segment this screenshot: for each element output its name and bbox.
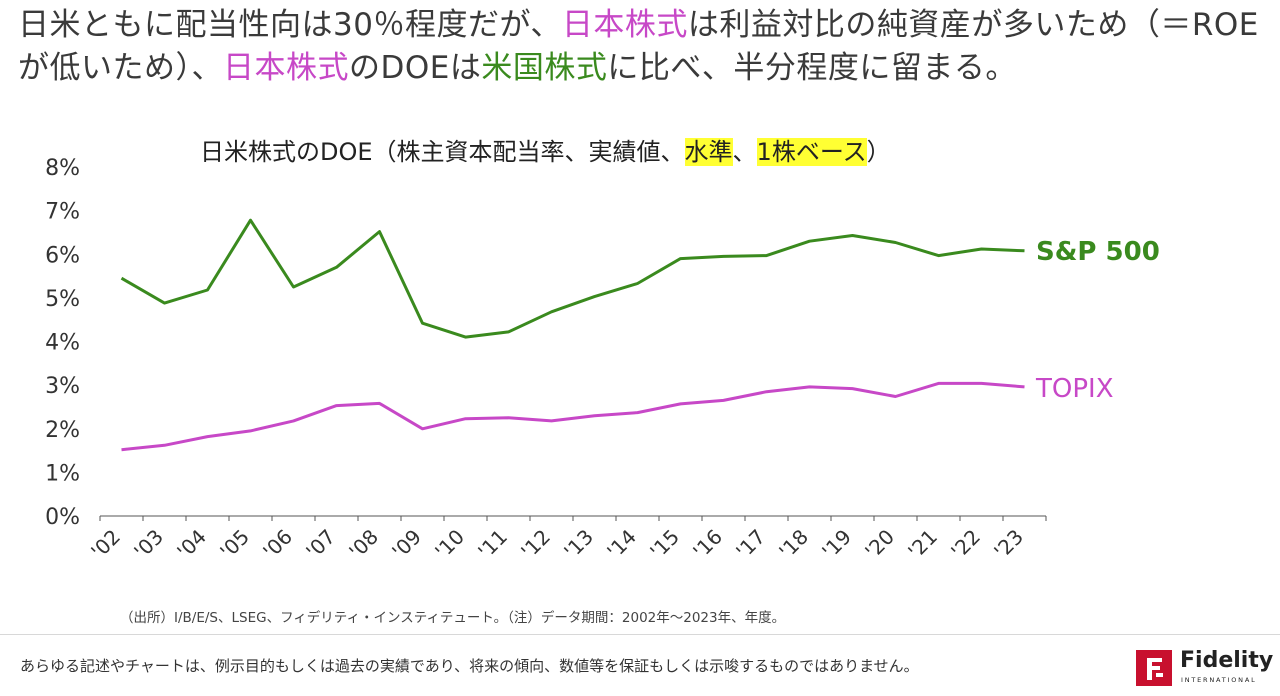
headline-part7: に比べ、半分程度に留まる。 xyxy=(607,50,1017,86)
x-tick-label: '13 xyxy=(559,525,598,564)
x-tick-label: '19 xyxy=(817,525,856,564)
disclaimer: あらゆる記述やチャートは、例示目的もしくは過去の実績であり、将来の傾向、数値等を… xyxy=(20,657,919,675)
chart-title-main: 日米株式のDOE（株主資本配当率、実績値、 xyxy=(200,138,685,166)
x-tick-label: '03 xyxy=(129,525,168,564)
x-tick-label: '20 xyxy=(860,525,899,564)
source-note: （出所）I/B/E/S、LSEG、フィデリティ・インスティテュート。（注）データ… xyxy=(120,610,786,626)
x-tick-label: '16 xyxy=(688,525,727,564)
y-tick-label: 6% xyxy=(45,243,80,268)
x-tick-label: '08 xyxy=(344,525,383,564)
headline-us-equities: 米国株式 xyxy=(481,50,608,86)
y-tick-label: 0% xyxy=(45,505,80,530)
fidelity-mark-icon xyxy=(1136,650,1172,686)
chart-title-highlight-per-share: 1株ベース xyxy=(756,138,867,166)
series-line-s-p-500 xyxy=(120,218,1025,339)
x-tick-label: '21 xyxy=(903,525,942,564)
series-label-s-p-500: S&P 500 xyxy=(1036,237,1160,267)
x-tick-label: '17 xyxy=(731,525,770,564)
x-tick-label: '02 xyxy=(86,525,125,564)
y-tick-label: 5% xyxy=(45,287,80,312)
chart-title-sep: 、 xyxy=(732,138,757,166)
x-tick-label: '23 xyxy=(989,525,1028,564)
headline-part5: のDOEは xyxy=(349,50,482,86)
x-tick-label: '10 xyxy=(430,525,469,564)
y-tick-label: 2% xyxy=(45,418,80,443)
fidelity-wordmark: Fidelity xyxy=(1180,648,1274,673)
y-tick-label: 8% xyxy=(45,156,80,181)
footer-divider xyxy=(0,634,1280,635)
headline: 日米ともに配当性向は30％程度だが、日本株式は利益対比の純資産が多いため（＝RO… xyxy=(18,4,1268,90)
y-tick-label: 4% xyxy=(45,331,80,356)
x-tick-label: '06 xyxy=(258,525,297,564)
fidelity-logo: Fidelity INTERNATIONAL xyxy=(1136,648,1273,688)
x-tick-label: '11 xyxy=(473,525,512,564)
y-tick-label: 7% xyxy=(45,200,80,225)
x-tick-label: '04 xyxy=(172,525,211,564)
x-tick-label: '05 xyxy=(215,525,254,564)
x-tick-label: '07 xyxy=(301,525,340,564)
doe-line-chart: 0%1%2%3%4%5%6%7%8%'02'03'04'05'06'07'08 '… xyxy=(45,156,1160,564)
x-tick-label: '15 xyxy=(645,525,684,564)
x-tick-label: '09 xyxy=(387,525,426,564)
x-tick-label: '12 xyxy=(516,525,555,564)
x-tick-label: '22 xyxy=(946,525,985,564)
chart-title-highlight-level: 水準 xyxy=(684,138,733,166)
headline-part1: 日米ともに配当性向は30％程度だが、 xyxy=(18,7,562,43)
x-tick-label: '14 xyxy=(602,525,641,564)
y-tick-label: 1% xyxy=(45,461,80,486)
chart-title-end: ） xyxy=(866,138,891,166)
headline-japan-equities-2: 日本株式 xyxy=(223,50,349,86)
chart-title: 日米株式のDOE（株主資本配当率、実績値、水準、1株ベース） xyxy=(200,132,1000,167)
headline-japan-equities: 日本株式 xyxy=(561,7,688,43)
fidelity-sub: INTERNATIONAL xyxy=(1181,676,1257,684)
x-tick-label: '18 xyxy=(774,525,813,564)
series-line-topix xyxy=(121,381,1025,452)
series-label-topix: TOPIX xyxy=(1035,374,1114,404)
headline-part3: は利益対比の純資産が多いため（＝ROEが低いため）、 xyxy=(18,7,1259,86)
y-tick-label: 3% xyxy=(45,374,80,399)
